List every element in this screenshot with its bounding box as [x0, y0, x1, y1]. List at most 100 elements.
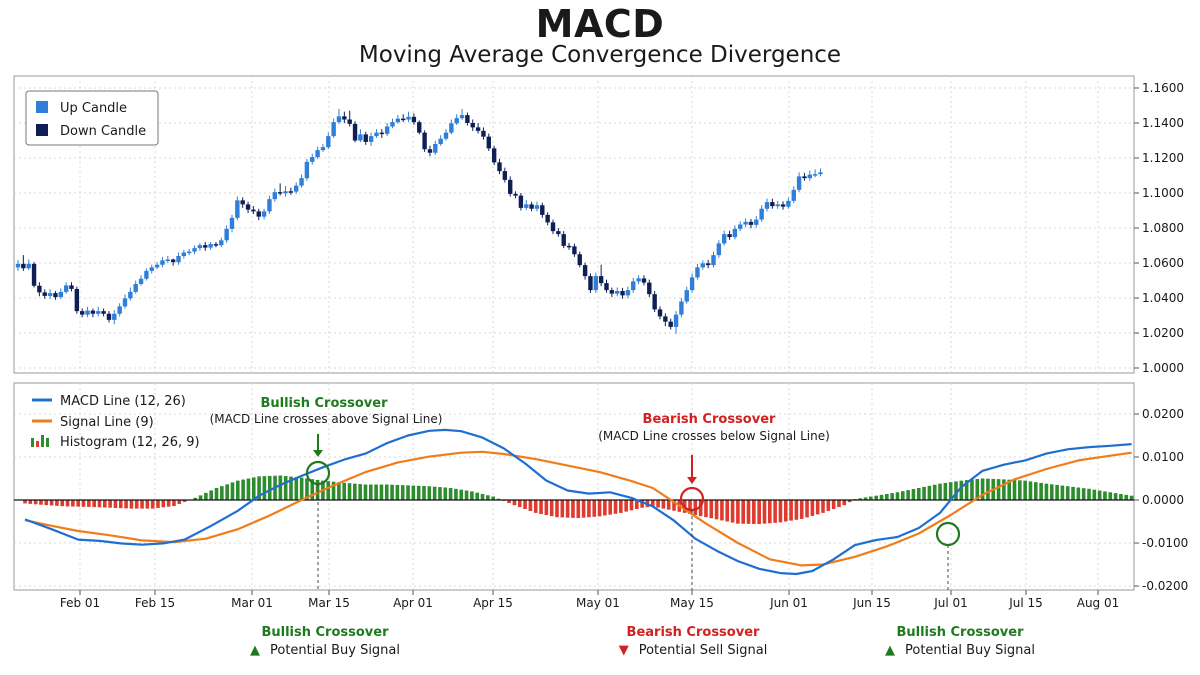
up-candle: [294, 185, 299, 192]
histogram-bar-positive: [1018, 480, 1022, 500]
histogram-bar-negative: [65, 500, 70, 507]
up-candle: [433, 144, 438, 153]
down-candle: [53, 293, 58, 298]
price-tick-label: 1.1400: [1142, 116, 1184, 130]
x-tick-label: Feb 01: [60, 596, 100, 610]
price-tick-label: 1.1000: [1142, 186, 1184, 200]
histogram-bar-negative: [528, 500, 533, 511]
down-candle: [101, 311, 106, 314]
chart-title: MACD: [535, 2, 665, 46]
down-candle: [486, 136, 491, 149]
histogram-bar-positive: [432, 486, 437, 500]
histogram-bar-negative: [92, 500, 96, 508]
histogram-bar-negative: [166, 500, 171, 507]
down-candle: [80, 311, 85, 315]
down-candle: [641, 278, 647, 283]
up-candle: [208, 244, 213, 248]
down-candle: [572, 246, 577, 255]
histogram-bar-negative: [145, 500, 150, 509]
histogram-bar-positive: [1129, 495, 1134, 500]
down-candle: [668, 321, 673, 327]
histogram-bar-negative: [71, 500, 75, 507]
down-candle: [42, 292, 47, 296]
histogram-bar-positive: [1113, 493, 1118, 500]
x-tick-label: Apr 15: [473, 596, 513, 610]
up-candle: [818, 172, 823, 175]
up-candle: [807, 174, 812, 179]
up-candle: [796, 176, 802, 190]
down-candle: [342, 116, 347, 120]
histogram-bar-positive: [438, 487, 442, 500]
histogram-bar-negative: [725, 500, 730, 522]
histogram-bar-negative: [507, 500, 511, 504]
histogram-bar-negative: [640, 500, 644, 508]
up-candle: [534, 205, 540, 209]
down-candle: [497, 162, 502, 172]
macd-tick-label: 0.0100: [1142, 450, 1184, 464]
histogram-bar-negative: [778, 500, 783, 523]
up-candle: [438, 138, 443, 144]
histogram-bar-positive: [911, 489, 916, 500]
histogram-bar-positive: [342, 482, 346, 500]
histogram-bar-positive: [251, 477, 256, 500]
up-candle: [26, 263, 31, 269]
histogram-bar-negative: [821, 500, 825, 513]
histogram-bar-negative: [560, 500, 565, 518]
histogram-bar-positive: [331, 481, 336, 500]
histogram-bar-positive: [970, 479, 974, 500]
histogram-bar-positive: [374, 484, 378, 500]
down-candle: [411, 116, 417, 123]
histogram-bar-negative: [177, 500, 182, 504]
histogram-bar-negative: [826, 500, 831, 511]
x-tick-label: Jul 01: [933, 596, 968, 610]
price-tick-label: 1.1600: [1142, 81, 1184, 95]
down-candle: [74, 288, 80, 312]
footer-bullish-2: Bullish Crossover ▲ Potential Buy Signal: [860, 625, 1060, 658]
histogram-bar-negative: [172, 500, 176, 507]
down-candle: [277, 192, 283, 194]
down-candle: [652, 294, 657, 310]
histogram-bar-positive: [459, 489, 464, 500]
histogram-bar-positive: [964, 480, 969, 500]
footer-signal: Potential Sell Signal: [638, 643, 768, 658]
histogram-bar-negative: [118, 500, 123, 509]
macd-tick-label: -0.0200: [1142, 579, 1188, 593]
histogram-bar-positive: [975, 479, 980, 500]
histogram-bar-positive: [943, 482, 948, 500]
up-candle: [176, 256, 181, 263]
down-candle: [529, 204, 534, 209]
price-tick-label: 1.0200: [1142, 326, 1184, 340]
up-candle: [812, 174, 818, 176]
down-candle: [588, 276, 593, 291]
macd-tick-label: 0.0000: [1142, 493, 1184, 507]
up-candle: [192, 248, 197, 252]
up-candle: [122, 298, 128, 307]
up-candle: [524, 204, 529, 208]
up-candle: [406, 116, 411, 120]
histogram-bar-positive: [1023, 480, 1027, 500]
up-candle: [732, 228, 738, 238]
histogram-bar-negative: [597, 500, 602, 517]
histogram-bar-positive: [895, 492, 900, 500]
histogram-bar-positive: [475, 492, 479, 500]
up-candle: [320, 147, 326, 151]
histogram-bar-positive: [262, 476, 267, 500]
down-candle: [545, 214, 550, 223]
histogram-bar-negative: [666, 500, 671, 510]
histogram-bar-negative: [44, 500, 49, 506]
histogram-bar-positive: [241, 479, 245, 500]
histogram-bar-positive: [1092, 489, 1097, 500]
histogram-bar-negative: [720, 500, 724, 521]
up-candle: [197, 245, 203, 249]
histogram-bar-positive: [1002, 479, 1006, 500]
histogram-bar-negative: [28, 500, 33, 504]
histogram-bar-negative: [549, 500, 554, 517]
histogram-bar-negative: [23, 500, 27, 504]
histogram-bar-negative: [108, 500, 112, 508]
up-candle: [63, 285, 69, 292]
up-candle: [336, 116, 342, 123]
x-tick-label: May 15: [670, 596, 714, 610]
histogram-bar-negative: [76, 500, 80, 507]
down-candle: [513, 193, 518, 196]
up-candle: [695, 267, 700, 278]
